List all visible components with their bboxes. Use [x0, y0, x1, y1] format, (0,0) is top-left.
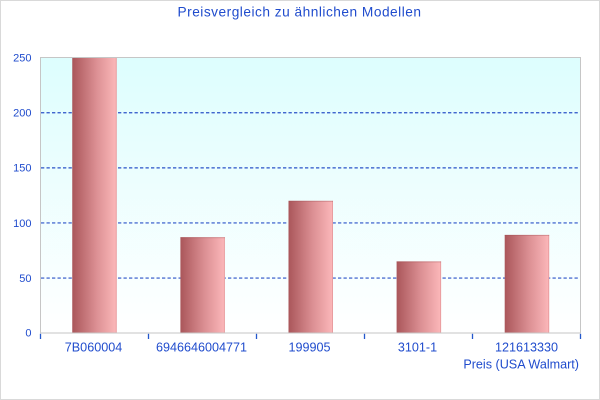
svg-text:50: 50: [19, 273, 31, 285]
svg-text:6946646004771: 6946646004771: [156, 341, 247, 355]
svg-text:250: 250: [13, 53, 31, 65]
svg-text:Preis (USA Walmart): Preis (USA Walmart): [463, 358, 579, 372]
svg-text:150: 150: [13, 163, 31, 175]
svg-text:121613330: 121613330: [495, 341, 558, 355]
svg-text:3101-1: 3101-1: [398, 341, 437, 355]
svg-text:0: 0: [25, 328, 31, 340]
svg-text:200: 200: [13, 108, 31, 120]
svg-text:199905: 199905: [288, 341, 330, 355]
svg-text:Preisvergleich zu ähnlichen Mo: Preisvergleich zu ähnlichen Modellen: [178, 4, 422, 19]
svg-text:100: 100: [13, 218, 31, 230]
svg-text:7B060004: 7B060004: [65, 341, 122, 355]
